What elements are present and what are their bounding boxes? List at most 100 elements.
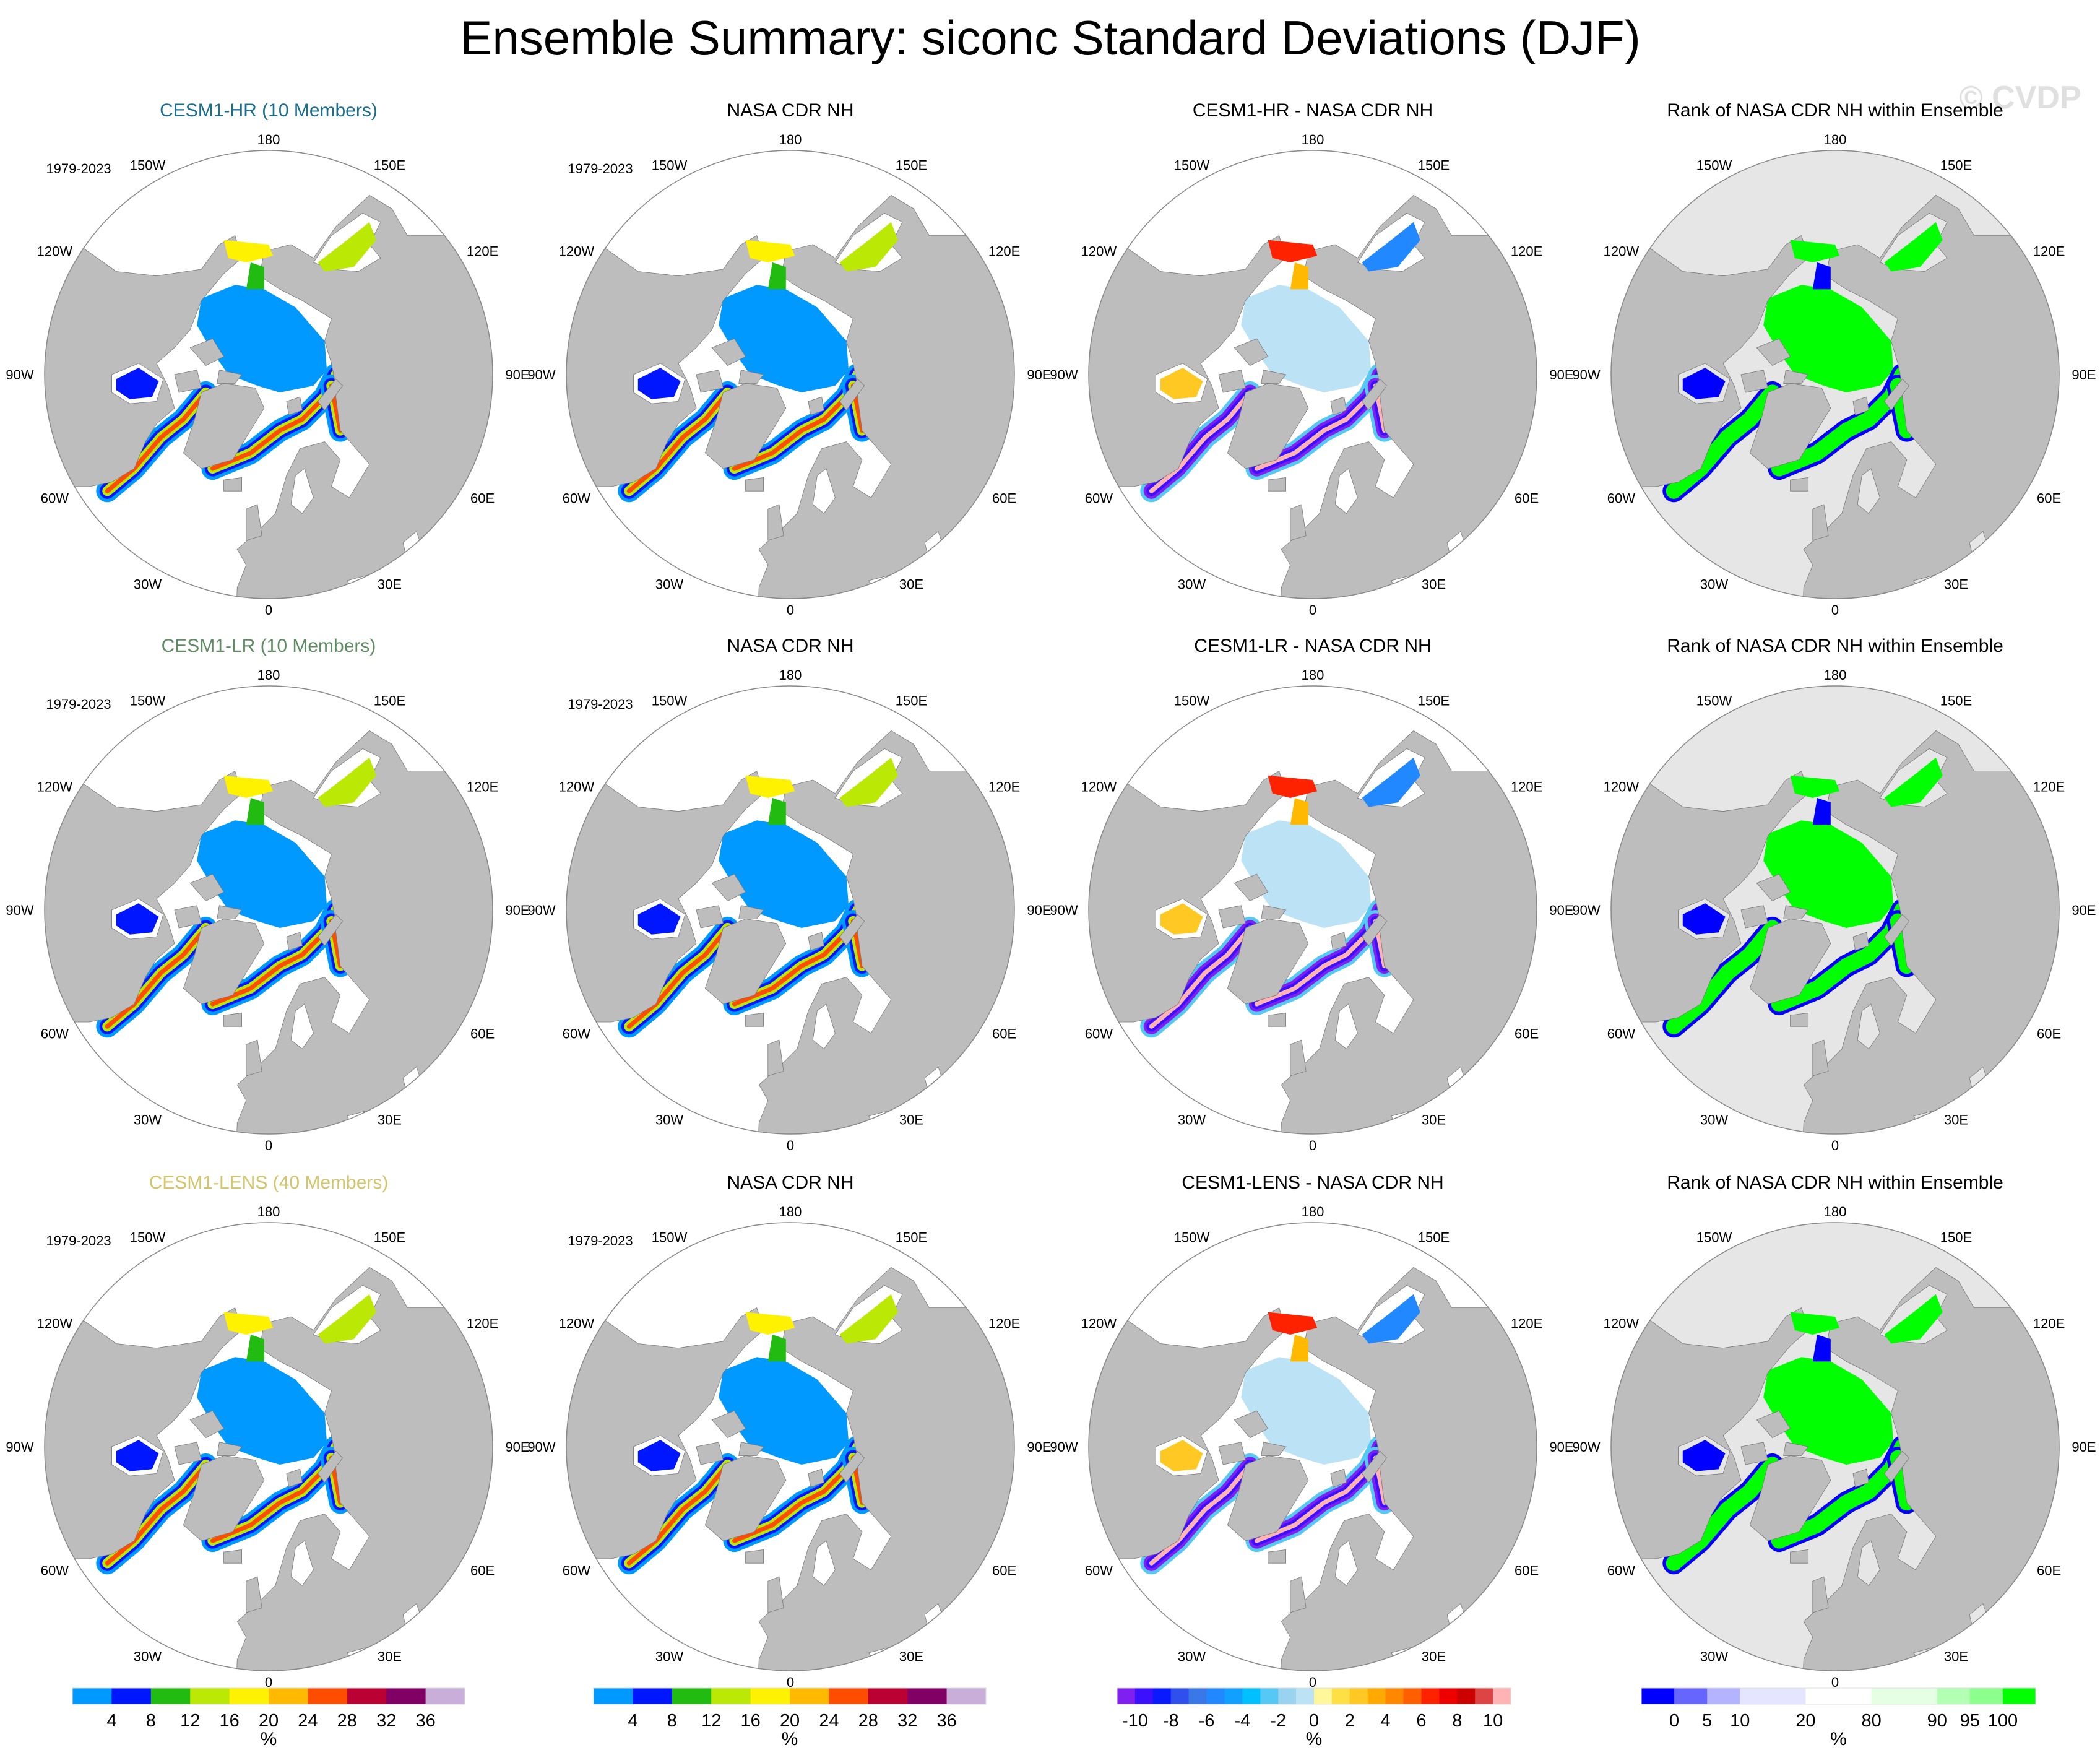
colorbar-tick-label: 20 xyxy=(780,1711,800,1731)
map-boundary xyxy=(44,685,493,1135)
land-namerica xyxy=(1611,1307,1809,1559)
ice-field-central-arctic xyxy=(719,820,849,928)
water-baltic xyxy=(1334,1540,1358,1586)
longitude-label: 150E xyxy=(1940,157,1972,173)
longitude-label: 60E xyxy=(2037,1026,2061,1042)
water-baltic xyxy=(1857,1540,1880,1586)
longitude-label: 180 xyxy=(257,1204,280,1219)
longitude-label: 180 xyxy=(1302,667,1324,683)
longitude-label: 180 xyxy=(257,667,280,683)
period-label: 1979-2023 xyxy=(568,161,633,176)
ice-field-hudson xyxy=(1682,1440,1726,1471)
land-isl1 xyxy=(189,873,225,901)
longitude-label: 120W xyxy=(1604,1316,1640,1332)
ice-edge-band-0 xyxy=(626,390,730,493)
land-isl3 xyxy=(174,1442,202,1465)
colorbar-box xyxy=(425,1688,465,1704)
longitude-label: 180 xyxy=(1824,1204,1847,1219)
longitude-label: 60W xyxy=(563,1563,590,1579)
polar-map xyxy=(45,150,493,599)
land-isl2 xyxy=(738,370,764,384)
colorbars: 4 8 12 16 20 24 28 32 36%4 8 12 16 20 24 28 32 36%-10 -8-… xyxy=(72,1687,2036,1749)
longitude-label: 120W xyxy=(1081,779,1117,795)
panel-grid: CESM1-HR (10 Members) 1979-2023 180 150E 120… xyxy=(6,100,2096,1690)
land-iceland xyxy=(745,1549,764,1564)
longitude-label: 150E xyxy=(896,157,927,173)
ice-field-bering xyxy=(767,262,786,290)
colorbar-box xyxy=(1421,1688,1440,1704)
colorbar-box xyxy=(711,1688,751,1704)
land-isl3 xyxy=(1740,1442,1768,1465)
longitude-label: 120E xyxy=(467,244,498,259)
water-baltic xyxy=(1857,1003,1880,1049)
colorbar-box xyxy=(1206,1688,1225,1704)
longitude-label: 30E xyxy=(899,1649,923,1665)
land-uk xyxy=(1812,1576,1829,1613)
longitude-label: 60W xyxy=(1607,1563,1635,1579)
longitude-label: 150W xyxy=(1174,1229,1210,1245)
map-boundary xyxy=(1088,1222,1537,1671)
land-isl2 xyxy=(1783,905,1809,919)
land-namerica xyxy=(1611,771,1809,1023)
colorbar-frame xyxy=(1117,1687,1511,1705)
ice-edge-band-0 xyxy=(105,1462,209,1566)
longitude-label: 180 xyxy=(1302,132,1324,147)
period-label: 1979-2023 xyxy=(46,161,111,176)
longitude-label: 150W xyxy=(130,157,166,173)
panel-title: Rank of NASA CDR NH within Ensemble xyxy=(1667,1172,2003,1193)
longitude-label: 30E xyxy=(1944,1649,1968,1665)
ice-field-bering xyxy=(1290,1335,1308,1362)
colorbar-tick-label: 80 xyxy=(1861,1711,1881,1731)
longitude-label: 90E xyxy=(2072,903,2096,918)
ice-field-bering xyxy=(767,798,786,825)
land-nzemlya xyxy=(318,914,344,946)
longitude-label: 30W xyxy=(1178,1112,1206,1128)
colorbar-box xyxy=(1740,1688,1806,1704)
colorbar-frame xyxy=(72,1687,465,1705)
ice-field-okhotsk xyxy=(1884,222,1943,272)
land-namerica xyxy=(45,771,243,1023)
land-isl1 xyxy=(1756,1410,1791,1438)
land-nzemlya xyxy=(1362,378,1388,411)
colorbar-box xyxy=(190,1688,230,1704)
colorbar-tick-label: 10 xyxy=(1730,1711,1750,1731)
longitude-label: 60W xyxy=(1607,1026,1635,1042)
colorbar-box xyxy=(111,1688,152,1704)
polar-map xyxy=(1611,1223,2059,1671)
longitude-label: 60W xyxy=(41,1563,69,1579)
ice-field-beringsea xyxy=(1790,240,1840,262)
colorbar-box xyxy=(386,1688,426,1704)
longitude-label: 90W xyxy=(527,367,555,383)
ice-field-okhotsk xyxy=(318,222,376,272)
longitude-label: 0 xyxy=(1831,1674,1839,1690)
colorbar-tick-label: 10 xyxy=(1483,1711,1503,1731)
ice-field-okhotsk xyxy=(1362,1294,1420,1344)
longitude-label: 150E xyxy=(1940,693,1972,708)
ice-field-hudson xyxy=(116,368,159,399)
longitude-label: 90E xyxy=(505,903,529,918)
longitude-label: 120E xyxy=(2033,244,2065,259)
longitude-label: 30E xyxy=(899,1112,923,1128)
longitude-label: 30W xyxy=(134,577,162,592)
ice-edge-band-0 xyxy=(1149,925,1253,1029)
ice-field-hudson xyxy=(1160,368,1203,399)
water-baltic xyxy=(812,1003,836,1049)
colorbar-box xyxy=(1641,1688,1675,1704)
colorbar-box xyxy=(1224,1688,1243,1704)
ice-field-central-arctic xyxy=(1241,1357,1372,1465)
land-nzemlya xyxy=(839,378,865,411)
land-iceland xyxy=(1790,477,1808,492)
colorbar-tick-label: 8 xyxy=(1452,1711,1462,1731)
colorbar-box xyxy=(790,1688,829,1704)
ice-field-hudson xyxy=(637,368,681,399)
ice-field-hudson xyxy=(1160,1440,1203,1471)
panel-title: NASA CDR NH xyxy=(727,1172,853,1193)
longitude-label: 30E xyxy=(1422,1649,1446,1665)
period-label: 1979-2023 xyxy=(568,1233,633,1249)
colorbar-box xyxy=(1152,1688,1172,1704)
colorbar-tick-label: -6 xyxy=(1199,1711,1215,1731)
land-uk xyxy=(246,504,262,541)
land-iceland xyxy=(223,477,242,492)
longitude-label: 120W xyxy=(559,779,595,795)
water-baltic xyxy=(1334,468,1358,514)
